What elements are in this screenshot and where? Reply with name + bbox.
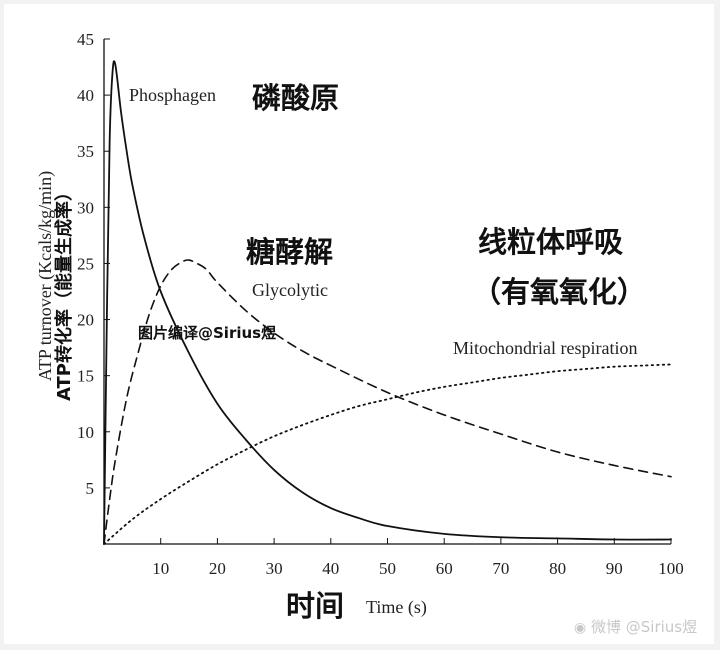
series-label-cn-mitochondrial: 线粒体呼吸 — [478, 225, 623, 259]
y-axis-title: ATP turnover (Kcals/kg/min) — [35, 171, 56, 381]
y-tick-label: 5 — [86, 479, 95, 498]
series-line-phosphagen — [103, 60, 672, 545]
y-tick-label: 45 — [77, 30, 94, 49]
series-label-cn-glycolytic: 糖酵解 — [246, 235, 333, 269]
x-tick-label: 50 — [379, 559, 396, 578]
x-tick-label: 10 — [152, 559, 169, 578]
chart-frame: 10 20 30 40 50 60 70 80 90 100 5 10 15 20 25 30 35 40 45 P… — [4, 4, 714, 644]
line-chart: 10 20 30 40 50 60 70 80 90 100 5 10 15 20 25 30 35 40 45 P… — [35, 30, 684, 623]
y-tick-label: 15 — [77, 367, 94, 386]
x-tick-label: 70 — [492, 559, 509, 578]
x-tick-label: 30 — [266, 559, 283, 578]
series-label-cn-aerobic: （有氧氧化） — [472, 275, 646, 309]
x-tick-label: 100 — [658, 559, 684, 578]
y-tick-label: 40 — [77, 86, 94, 105]
y-tick-label: 10 — [77, 423, 94, 442]
y-tick-label: 20 — [77, 311, 94, 330]
x-axis-title-cn: 时间 — [286, 589, 344, 623]
x-tick-label: 90 — [606, 559, 623, 578]
translator-annotation: 图片编译@Sirius煜 — [138, 324, 276, 342]
x-tick-label: 20 — [209, 559, 226, 578]
series-line-mitochondrial — [103, 363, 672, 545]
y-tick-label: 30 — [77, 198, 94, 217]
watermark: ◉ 微博 @Sirius煜 — [574, 618, 698, 636]
y-tick-label: 35 — [77, 142, 94, 161]
y-tick-label: 25 — [77, 254, 94, 273]
x-tick-label: 60 — [436, 559, 453, 578]
series-label-phosphagen: Phosphagen — [129, 85, 216, 105]
series-label-glycolytic: Glycolytic — [252, 280, 328, 300]
x-axis-title: Time (s) — [366, 597, 427, 618]
series-label-mitochondrial: Mitochondrial respiration — [453, 338, 637, 358]
weibo-icon: ◉ — [574, 620, 587, 636]
series-label-cn-phosphagen: 磷酸原 — [252, 81, 339, 115]
x-tick-label: 40 — [322, 559, 339, 578]
x-tick-label: 80 — [549, 559, 566, 578]
y-axis-title-cn: ATP转化率（能量生成率） — [53, 183, 75, 401]
series-line-glycolytic — [103, 259, 672, 545]
